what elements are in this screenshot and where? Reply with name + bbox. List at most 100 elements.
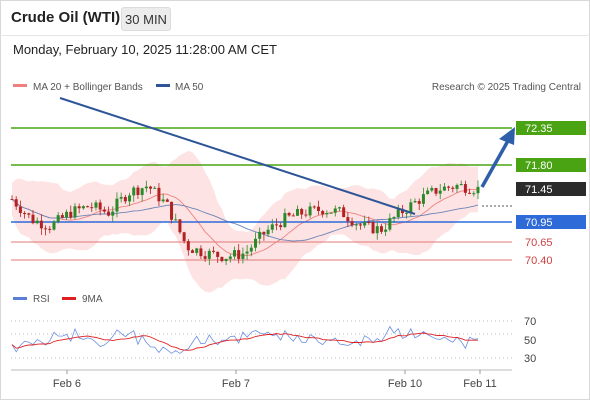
rsi-line — [11, 325, 479, 354]
candle-body — [354, 224, 358, 226]
candle-body — [186, 241, 190, 251]
candle-body — [98, 202, 102, 210]
candle-body — [199, 248, 203, 257]
candle-body — [203, 256, 207, 259]
candle-body — [178, 219, 182, 233]
candle-body — [262, 231, 266, 235]
candle-body — [56, 215, 60, 222]
candle-body — [304, 214, 308, 216]
rsi-tick-70: 70 — [524, 316, 536, 328]
instrument-title: Crude Oil (WTI) — [11, 9, 121, 26]
candle-body — [10, 199, 14, 201]
candle-body — [468, 192, 472, 194]
candle-body — [270, 224, 274, 230]
candle-body — [128, 195, 132, 202]
candle-body — [35, 220, 39, 224]
candle-body — [405, 212, 409, 214]
candle-body — [220, 256, 224, 262]
candle-body — [337, 207, 341, 209]
candle-body — [291, 215, 295, 217]
candle-body — [228, 256, 232, 259]
rsi-ma-legend-swatch — [62, 297, 76, 300]
candle-body — [18, 206, 22, 213]
x-label-feb11: Feb 11 — [463, 378, 496, 390]
candle-body — [111, 211, 115, 216]
rsi-ma-legend-label: 9MA — [82, 294, 103, 305]
candle-body — [451, 187, 455, 189]
price-tag-72-35: 72.35 — [516, 121, 586, 135]
candle-body — [60, 215, 64, 218]
candle-body — [421, 194, 425, 204]
candle-body — [39, 220, 43, 229]
candle-body — [300, 209, 304, 215]
rsi-legend: RSI 9MA — [13, 294, 103, 305]
candle-body — [90, 207, 94, 209]
ma50-legend-swatch — [156, 84, 170, 87]
price-label-71-80: 71.80 — [525, 160, 553, 172]
candle-body — [73, 206, 77, 218]
candle-body — [321, 210, 325, 215]
x-label-feb10: Feb 10 — [388, 378, 422, 390]
candle-body — [329, 212, 333, 214]
candle-body — [23, 212, 27, 214]
candle-body — [409, 202, 413, 213]
candlestick-series — [10, 180, 480, 266]
candle-body — [86, 206, 90, 208]
candle-body — [375, 226, 379, 234]
timeframe-button[interactable]: 30 MIN — [121, 7, 171, 31]
candle-body — [287, 213, 291, 216]
candle-body — [212, 250, 216, 252]
candle-body — [426, 190, 430, 195]
candle-body — [157, 187, 161, 202]
candle-body — [253, 238, 257, 248]
candle-body — [279, 225, 283, 228]
candle-body — [396, 208, 400, 218]
candle-body — [31, 214, 35, 224]
candle-body — [237, 250, 241, 259]
attribution-text: Research © 2025 Trading Central — [432, 82, 581, 93]
ma20-legend-swatch — [13, 84, 27, 87]
candle-body — [216, 251, 220, 257]
candle-body — [94, 202, 98, 208]
x-axis: Feb 6 Feb 7 Feb 10 Feb 11 — [53, 370, 497, 390]
candle-body — [472, 193, 476, 195]
bollinger-band-area — [12, 150, 478, 293]
candle-body — [371, 222, 375, 234]
rsi-ma-line — [11, 332, 478, 351]
forecast-arrow-head — [499, 127, 515, 145]
price-label-72-35: 72.35 — [525, 123, 553, 135]
candle-body — [367, 221, 371, 223]
candle-body — [115, 198, 119, 212]
candle-body — [170, 201, 174, 220]
x-label-feb7: Feb 7 — [222, 378, 250, 390]
candle-body — [44, 228, 48, 230]
price-label-70-65: 70.65 — [525, 237, 553, 249]
rsi-tick-50: 50 — [524, 335, 536, 347]
candle-body — [417, 201, 421, 204]
candle-body — [434, 188, 438, 194]
candle-body — [65, 211, 69, 218]
candle-body — [52, 221, 56, 230]
candle-body — [274, 224, 278, 226]
price-label-70-40: 70.40 — [525, 255, 553, 267]
ma20-line — [11, 188, 479, 256]
candle-body — [346, 217, 350, 222]
candle-body — [245, 251, 249, 254]
candle-body — [123, 196, 127, 202]
candle-body — [132, 187, 136, 196]
ma50-legend-label: MA 50 — [175, 82, 204, 93]
candle-body — [149, 186, 153, 189]
candle-body — [430, 188, 434, 191]
candle-body — [165, 199, 169, 202]
candle-body — [463, 184, 467, 193]
candle-body — [81, 206, 85, 209]
candle-body — [388, 218, 392, 230]
candle-body — [266, 229, 270, 235]
candle-body — [413, 201, 417, 203]
price-tag-71-80: 71.80 — [516, 158, 586, 172]
candle-body — [363, 221, 367, 226]
ma20-legend-label: MA 20 + Bollinger Bands — [33, 82, 143, 93]
candle-body — [144, 186, 148, 189]
price-tag-71-45: 71.45 — [516, 182, 586, 196]
